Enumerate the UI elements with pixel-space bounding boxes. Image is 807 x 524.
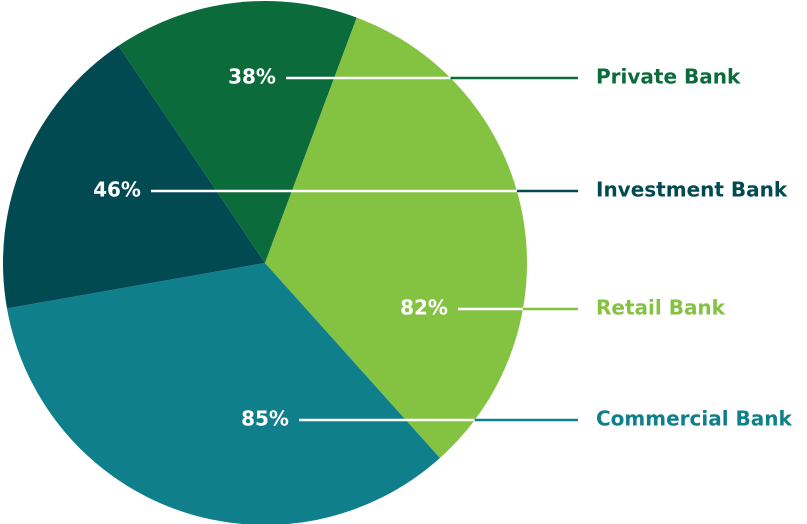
data-label: 82% (400, 296, 448, 320)
data-label: 38% (228, 65, 276, 89)
pie-slice (2, 45, 265, 309)
legend-label: Investment Bank (596, 178, 788, 202)
legend-label: Private Bank (596, 65, 741, 89)
data-label: 46% (93, 178, 141, 202)
legend-label: Commercial Bank (596, 407, 793, 431)
pie-slice (118, 0, 357, 264)
legend-label: Retail Bank (596, 296, 726, 320)
pie-slice (6, 263, 440, 524)
data-label: 85% (241, 407, 289, 431)
pie-slice (265, 17, 527, 459)
